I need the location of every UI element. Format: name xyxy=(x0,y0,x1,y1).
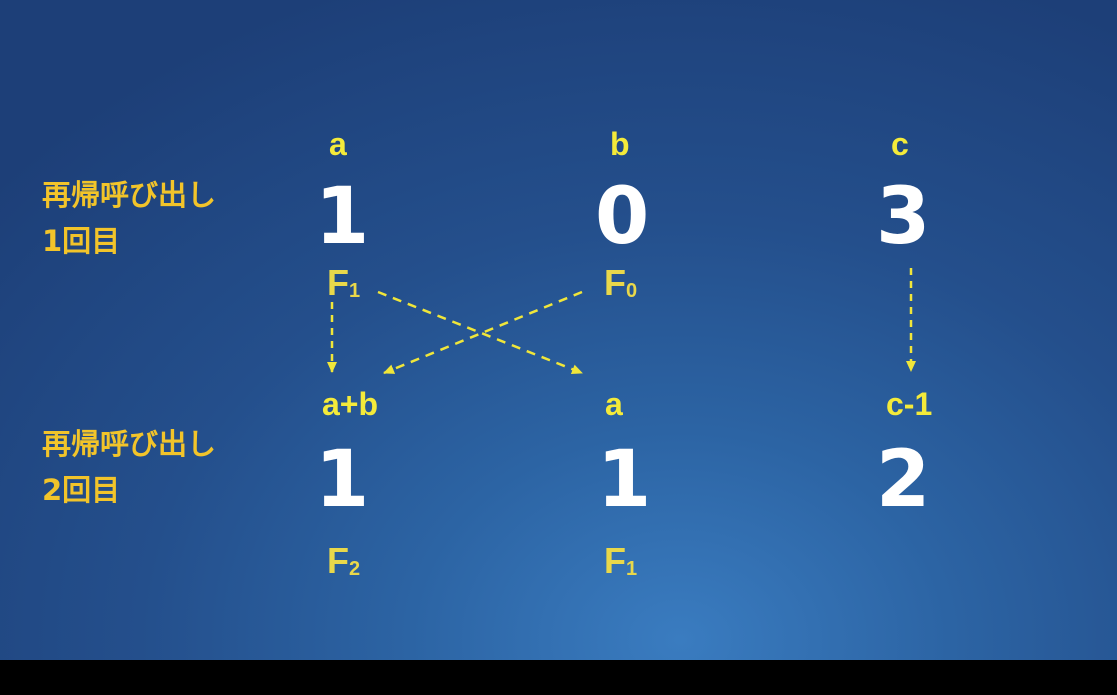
row-2-label-line2: 2回目 xyxy=(42,473,121,507)
row-1-label-line1: 再帰呼び出し xyxy=(42,178,217,212)
row-1-var-c: c xyxy=(891,126,909,162)
row-1-fib-a-index: 1 xyxy=(349,280,361,302)
row-2-fib-a-index: 1 xyxy=(626,558,638,580)
row-2-value-a: 1 xyxy=(597,435,652,525)
row-1-fib-a: F1 xyxy=(327,262,361,303)
row-1-value-b: 0 xyxy=(595,172,650,262)
row-2-var-a: a xyxy=(605,386,623,422)
row-1-fib-a-letter: F xyxy=(327,262,349,303)
row-1-label-line2: 1回目 xyxy=(42,224,121,258)
row-1-label: 再帰呼び出し 1回目 xyxy=(42,172,216,264)
row-1-fib-b: F0 xyxy=(604,262,638,303)
row-2-fib-a-plus-b: F2 xyxy=(327,540,361,581)
row-2-value-a-plus-b: 1 xyxy=(315,435,370,525)
row-1-value-c: 3 xyxy=(876,172,931,262)
row-1-var-a: a xyxy=(329,126,347,162)
row-1-fib-b-index: 0 xyxy=(626,280,638,302)
row-2-label-line1: 再帰呼び出し xyxy=(42,427,217,461)
bottom-bar xyxy=(0,660,1117,695)
arrow-a-to-new-a xyxy=(377,290,583,375)
row-2-fib-a: F1 xyxy=(604,540,638,581)
slide: 再帰呼び出し 1回目 a b c 1 0 3 F1 F0 再帰呼び出し 2回目 … xyxy=(0,0,1117,660)
row-2-var-c-minus-1: c-1 xyxy=(886,386,933,422)
arrows-layer xyxy=(327,268,916,375)
row-2-var-a-plus-b: a+b xyxy=(322,386,379,422)
row-2-label: 再帰呼び出し 2回目 xyxy=(42,421,216,513)
row-1-var-b: b xyxy=(610,126,630,162)
row-2-fib-a-letter: F xyxy=(604,540,626,581)
arrow-b-to-a-plus-b xyxy=(383,290,583,375)
row-1-fib-b-letter: F xyxy=(604,262,626,303)
row-2-fib-a-plus-b-letter: F xyxy=(327,540,349,581)
row-1-value-a: 1 xyxy=(315,172,370,262)
row-2-value-c-minus-1: 2 xyxy=(876,435,931,525)
row-2-fib-a-plus-b-index: 2 xyxy=(349,558,361,580)
